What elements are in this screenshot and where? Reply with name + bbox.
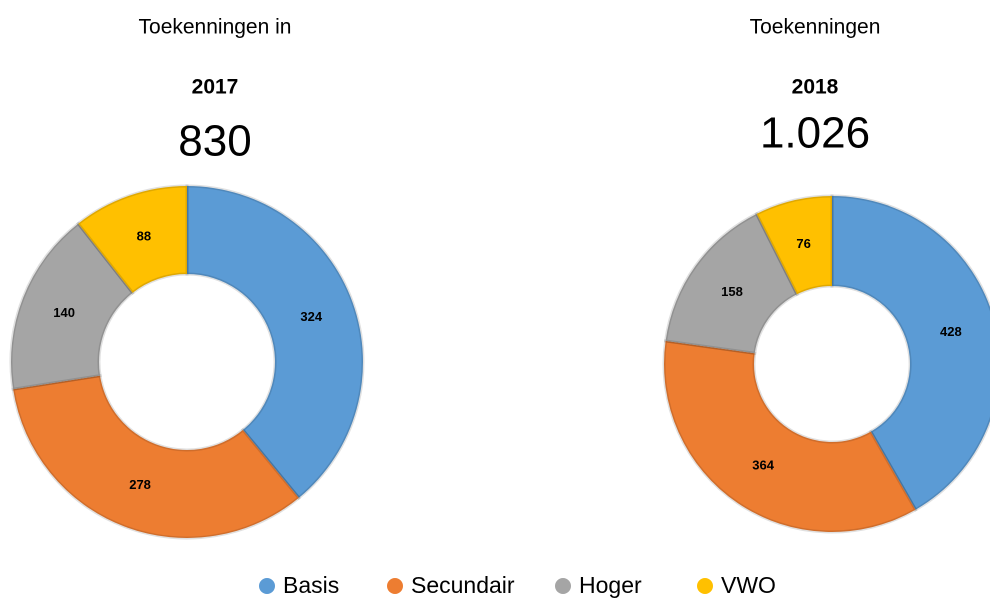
data-label: 140 — [53, 305, 75, 320]
legend-label: Hoger — [579, 572, 642, 598]
donut-segment — [76, 184, 189, 295]
data-label: 428 — [940, 324, 962, 339]
data-label: 364 — [752, 457, 774, 472]
total-label: 1.026 — [760, 109, 870, 158]
legend-marker — [555, 578, 571, 594]
data-label: 76 — [796, 236, 810, 251]
donut-segment — [11, 373, 301, 540]
legend-label: Secundair — [411, 572, 515, 598]
donut-segment — [663, 211, 800, 355]
donut-segment — [185, 184, 365, 500]
legend-marker — [387, 578, 403, 594]
legend-label: Basis — [283, 572, 339, 598]
donut-segment — [754, 194, 834, 297]
chart-subtitle: 2017 — [192, 76, 239, 99]
donut-segment — [830, 194, 990, 512]
legend-marker — [697, 578, 713, 594]
chart-title: Toekenningen — [750, 16, 881, 39]
chart-subtitle: 2018 — [792, 76, 839, 99]
data-label: 88 — [137, 229, 151, 244]
chart-title: Toekenningen in — [139, 16, 292, 39]
legend-marker — [259, 578, 275, 594]
donut-segment — [9, 221, 135, 391]
data-label: 278 — [129, 477, 151, 492]
data-label: 324 — [300, 309, 322, 324]
total-label: 830 — [178, 117, 251, 166]
data-label: 158 — [721, 284, 743, 299]
donut-segment — [662, 339, 918, 534]
legend-label: VWO — [721, 572, 776, 598]
